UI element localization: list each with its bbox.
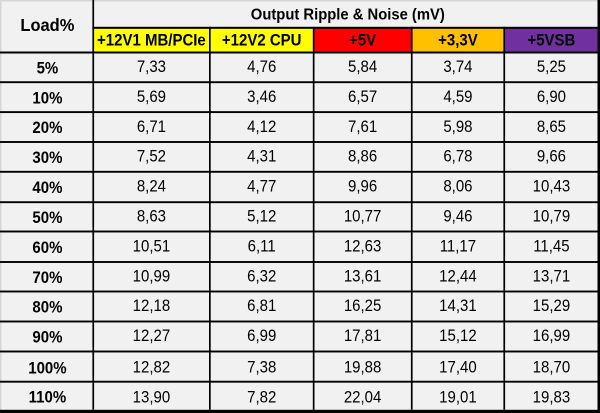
svg-text:8,24: 8,24 xyxy=(137,178,166,196)
svg-text:22,04: 22,04 xyxy=(344,389,382,407)
svg-text:+3,3V: +3,3V xyxy=(438,32,478,50)
svg-text:7,38: 7,38 xyxy=(247,359,276,377)
svg-text:Output Ripple & Noise (mV): Output Ripple & Noise (mV) xyxy=(251,6,445,24)
svg-text:+5V: +5V xyxy=(349,32,377,50)
svg-text:110%: 110% xyxy=(29,389,67,407)
svg-text:5%: 5% xyxy=(37,60,59,78)
svg-text:6,57: 6,57 xyxy=(348,88,377,106)
svg-text:8,63: 8,63 xyxy=(137,208,166,226)
svg-text:60%: 60% xyxy=(32,239,62,257)
svg-text:6,71: 6,71 xyxy=(137,118,166,136)
svg-text:9,66: 9,66 xyxy=(537,148,566,166)
svg-text:16,25: 16,25 xyxy=(344,298,382,316)
svg-text:5,69: 5,69 xyxy=(137,88,166,106)
svg-text:16,99: 16,99 xyxy=(533,328,571,346)
svg-text:6,11: 6,11 xyxy=(248,238,276,256)
svg-text:100%: 100% xyxy=(28,360,66,378)
svg-text:19,83: 19,83 xyxy=(533,389,571,407)
svg-text:6,81: 6,81 xyxy=(247,298,276,316)
svg-text:5,25: 5,25 xyxy=(537,58,566,76)
svg-text:13,90: 13,90 xyxy=(133,389,171,407)
svg-text:5,84: 5,84 xyxy=(348,58,377,76)
svg-text:4,77: 4,77 xyxy=(247,178,276,196)
svg-text:10,51: 10,51 xyxy=(133,238,171,256)
svg-text:30%: 30% xyxy=(32,150,62,168)
svg-text:12,82: 12,82 xyxy=(133,359,171,377)
svg-text:12,63: 12,63 xyxy=(344,238,382,256)
svg-text:14,31: 14,31 xyxy=(439,298,477,316)
svg-text:70%: 70% xyxy=(32,269,62,287)
svg-text:9,46: 9,46 xyxy=(443,208,472,226)
svg-text:4,59: 4,59 xyxy=(443,88,472,106)
svg-text:6,90: 6,90 xyxy=(537,88,566,106)
svg-text:4,76: 4,76 xyxy=(247,58,276,76)
svg-text:6,32: 6,32 xyxy=(247,268,276,286)
svg-text:10,99: 10,99 xyxy=(133,268,171,286)
svg-text:3,74: 3,74 xyxy=(443,58,472,76)
svg-text:7,82: 7,82 xyxy=(247,389,276,407)
svg-text:12,18: 12,18 xyxy=(133,298,171,316)
svg-text:80%: 80% xyxy=(32,299,62,317)
svg-text:19,88: 19,88 xyxy=(344,359,382,377)
svg-text:+12V2 CPU: +12V2 CPU xyxy=(222,32,302,50)
svg-text:+5VSB: +5VSB xyxy=(527,32,575,50)
svg-text:17,81: 17,81 xyxy=(344,328,382,346)
svg-text:11,17: 11,17 xyxy=(440,238,476,256)
svg-text:10,79: 10,79 xyxy=(533,208,571,226)
svg-text:11,45: 11,45 xyxy=(533,238,570,256)
svg-text:Load%: Load% xyxy=(20,14,74,35)
svg-text:40%: 40% xyxy=(32,180,62,198)
svg-text:20%: 20% xyxy=(32,120,62,138)
svg-text:7,61: 7,61 xyxy=(348,118,377,136)
svg-text:6,78: 6,78 xyxy=(443,148,472,166)
svg-text:+12V1 MB/PCIe: +12V1 MB/PCIe xyxy=(97,32,206,50)
svg-text:5,12: 5,12 xyxy=(247,208,276,226)
svg-text:7,52: 7,52 xyxy=(137,148,166,166)
svg-text:18,70: 18,70 xyxy=(533,359,571,377)
svg-text:8,65: 8,65 xyxy=(537,118,566,136)
svg-text:4,12: 4,12 xyxy=(247,118,276,136)
svg-text:19,01: 19,01 xyxy=(439,389,477,407)
svg-text:13,71: 13,71 xyxy=(533,268,571,286)
svg-text:12,27: 12,27 xyxy=(133,328,171,346)
svg-text:7,33: 7,33 xyxy=(137,58,166,76)
svg-text:5,98: 5,98 xyxy=(443,118,472,136)
svg-text:13,61: 13,61 xyxy=(344,268,382,286)
svg-text:15,29: 15,29 xyxy=(533,298,571,316)
svg-text:90%: 90% xyxy=(32,329,62,347)
svg-text:4,31: 4,31 xyxy=(247,148,276,166)
svg-text:8,06: 8,06 xyxy=(443,178,472,196)
svg-text:12,44: 12,44 xyxy=(439,268,477,286)
svg-text:17,40: 17,40 xyxy=(439,359,477,377)
svg-text:9,96: 9,96 xyxy=(348,178,377,196)
svg-text:15,12: 15,12 xyxy=(439,328,477,346)
svg-text:3,46: 3,46 xyxy=(247,88,276,106)
svg-text:10,77: 10,77 xyxy=(344,208,382,226)
svg-text:10,43: 10,43 xyxy=(533,178,571,196)
svg-text:10%: 10% xyxy=(32,90,62,108)
svg-text:8,86: 8,86 xyxy=(348,148,377,166)
svg-text:6,99: 6,99 xyxy=(247,328,276,346)
svg-text:50%: 50% xyxy=(32,209,62,227)
